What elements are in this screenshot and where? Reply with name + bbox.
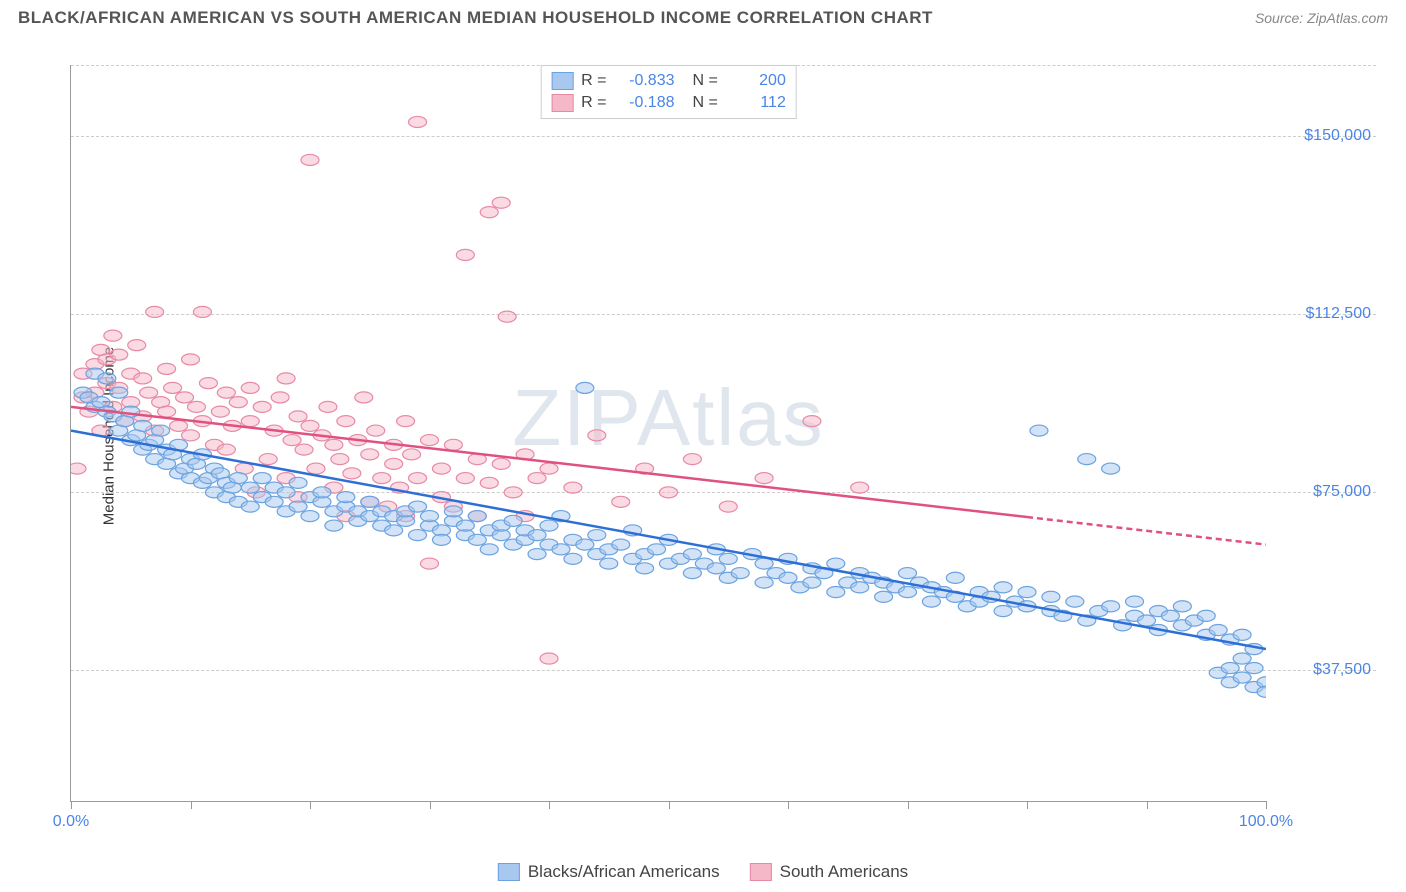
x-tick [1027,801,1028,809]
n-value-2: 112 [726,94,786,112]
x-tick [669,801,670,809]
y-tick-label: $150,000 [1304,127,1371,145]
r-label: R = [581,72,606,90]
r-label-2: R = [581,94,606,112]
swatch-bottom-2 [750,863,772,881]
y-tick-label: $112,500 [1305,305,1371,323]
chart-header: BLACK/AFRICAN AMERICAN VS SOUTH AMERICAN… [0,0,1406,32]
legend-item-1: Blacks/African Americans [498,862,720,882]
n-label-2: N = [693,94,718,112]
legend-stats-box: R = -0.833 N = 200 R = -0.188 N = 112 [540,65,797,119]
x-tick-label: 0.0% [53,813,89,831]
legend-row-series2: R = -0.188 N = 112 [551,92,786,114]
x-tick-label: 100.0% [1239,813,1293,831]
n-value-1: 200 [726,72,786,90]
plot-area: ZIPAtlas $37,500$75,000$112,500$150,000 … [70,65,1266,802]
swatch-series1 [551,72,573,90]
x-tick [549,801,550,809]
x-tick [1266,801,1267,809]
legend-row-series1: R = -0.833 N = 200 [551,70,786,92]
x-tick [788,801,789,809]
x-tick [191,801,192,809]
x-tick [430,801,431,809]
x-tick [908,801,909,809]
legend-label-2: South Americans [780,862,909,882]
swatch-series2 [551,94,573,112]
swatch-bottom-1 [498,863,520,881]
chart-title: BLACK/AFRICAN AMERICAN VS SOUTH AMERICAN… [18,8,933,28]
y-tick-label: $37,500 [1313,661,1371,679]
x-tick [1147,801,1148,809]
chart-area: Median Household Income ZIPAtlas $37,500… [50,40,1376,832]
r-value-2: -0.188 [615,94,675,112]
source-attribution: Source: ZipAtlas.com [1255,10,1388,26]
scatter-plot-svg [71,65,1266,801]
legend-label-1: Blacks/African Americans [528,862,720,882]
y-tick-label: $75,000 [1313,483,1371,501]
r-value-1: -0.833 [615,72,675,90]
x-tick [310,801,311,809]
n-label: N = [693,72,718,90]
bottom-legend: Blacks/African Americans South Americans [498,862,908,882]
x-tick [71,801,72,809]
legend-item-2: South Americans [750,862,909,882]
